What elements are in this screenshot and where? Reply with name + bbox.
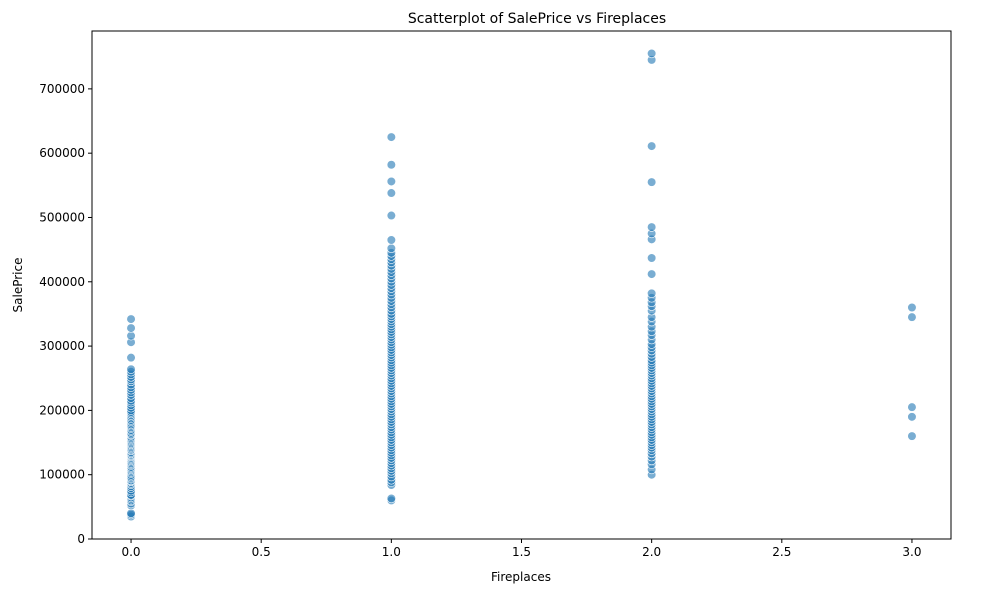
y-tick-label: 200000 xyxy=(39,403,85,417)
x-tick-label: 2.5 xyxy=(772,545,791,559)
y-tick-label: 400000 xyxy=(39,275,85,289)
data-point xyxy=(126,508,136,518)
data-point xyxy=(647,253,657,263)
data-point xyxy=(907,412,917,422)
data-point xyxy=(386,235,396,245)
data-point xyxy=(907,312,917,322)
x-axis-ticks: 0.0 0.5 1.0 1.5 2.0 2.5 3.0 xyxy=(121,539,922,559)
data-point xyxy=(647,48,657,59)
y-tick-label: 300000 xyxy=(39,339,85,353)
y-tick-label: 100000 xyxy=(39,468,85,482)
data-point xyxy=(386,493,396,504)
y-tick-label: 500000 xyxy=(39,210,85,224)
data-point xyxy=(386,243,396,253)
x-tick-label: 0.5 xyxy=(252,545,271,559)
y-axis-label: SalePrice xyxy=(11,258,25,313)
x-tick-label: 3.0 xyxy=(902,545,921,559)
data-point xyxy=(126,364,136,374)
y-tick-label: 700000 xyxy=(39,82,85,96)
data-point xyxy=(647,141,657,151)
data-point xyxy=(386,176,396,187)
data-point xyxy=(126,323,136,333)
y-axis-ticks: 0 100000 200000 300000 400000 500000 600000 700… xyxy=(39,82,92,546)
data-point xyxy=(907,302,917,313)
y-tick-label: 600000 xyxy=(39,146,85,160)
data-point xyxy=(647,222,657,232)
data-point xyxy=(126,331,136,341)
plot-frame xyxy=(91,30,952,540)
data-point xyxy=(386,188,396,198)
x-tick-label: 1.0 xyxy=(382,545,401,559)
data-point xyxy=(647,269,657,279)
data-point xyxy=(126,314,136,324)
data-points xyxy=(126,48,917,522)
data-point xyxy=(386,210,396,221)
x-tick-label: 1.5 xyxy=(512,545,531,559)
data-point xyxy=(386,132,396,142)
data-point xyxy=(647,288,657,298)
data-point xyxy=(907,431,917,441)
x-tick-label: 0.0 xyxy=(121,545,140,559)
data-point xyxy=(647,177,657,187)
data-point xyxy=(907,402,917,412)
data-point xyxy=(386,160,396,170)
chart-title: Scatterplot of SalePrice vs Fireplaces xyxy=(408,11,666,27)
data-point xyxy=(126,353,136,363)
y-tick-label: 0 xyxy=(77,532,85,546)
x-tick-label: 2.0 xyxy=(642,545,661,559)
x-axis-label: Fireplaces xyxy=(491,570,551,584)
